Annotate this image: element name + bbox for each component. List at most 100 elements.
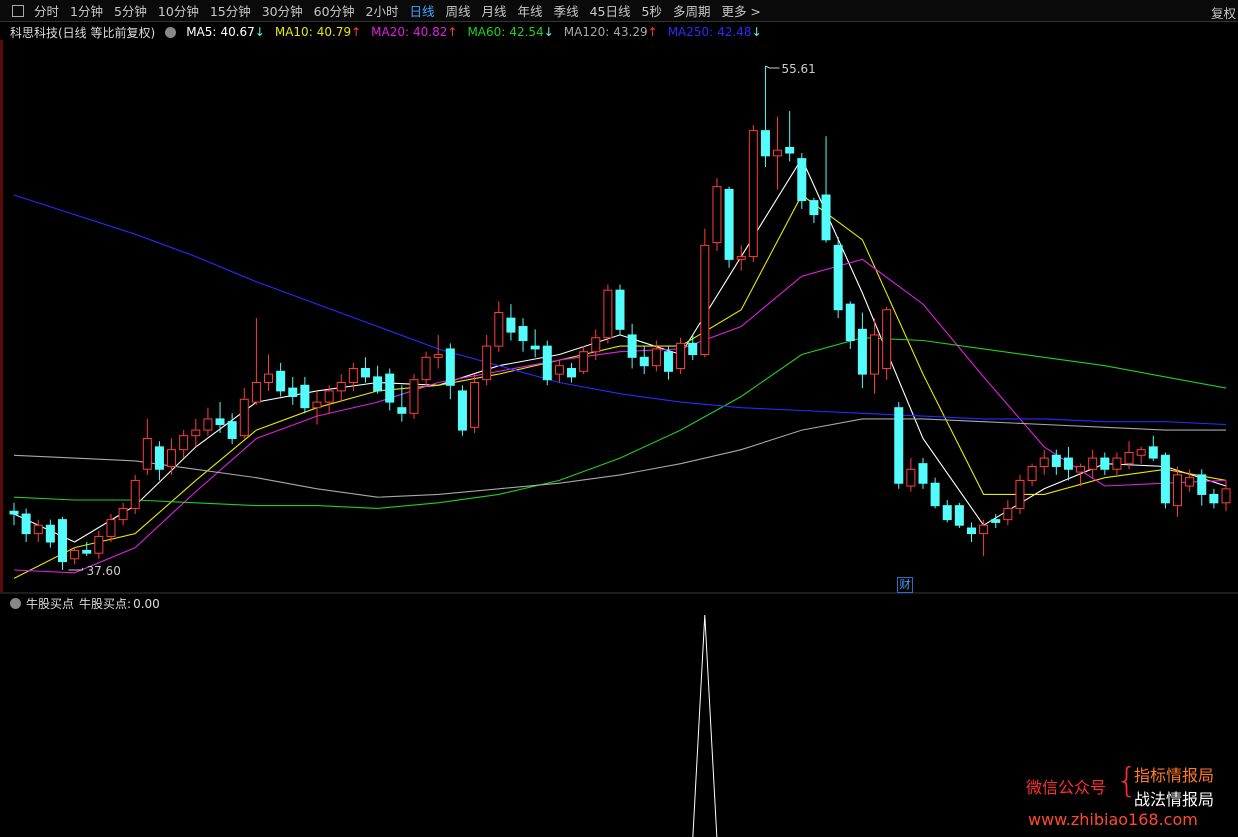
candle-body [1197,474,1207,495]
candle-body [554,365,564,375]
candle-body [894,407,904,484]
period-tab[interactable]: 5秒 [641,4,662,19]
candle-body [300,384,310,409]
candle-body [809,200,819,216]
candle-body [676,342,686,370]
period-tab[interactable]: 15分钟 [209,4,251,19]
candle-body [251,382,261,403]
candle-body [736,256,746,260]
candle-body [1063,457,1073,470]
indicator-label: 牛股买点: [79,597,132,611]
candle-body [700,244,710,356]
legend-name: MA120: [563,25,610,39]
period-tab[interactable]: 日线 [409,4,435,19]
candle-body [966,527,976,535]
event-marker[interactable]: 财 [897,577,913,593]
indicator-name: 牛股买点 [26,597,75,611]
period-tab[interactable]: 10分钟 [157,4,199,19]
candle-body [918,463,928,484]
ma-line [13,194,1227,426]
period-tab[interactable]: 月线 [481,4,507,19]
ma-line [13,418,1226,498]
candle-body [324,390,334,403]
period-tab[interactable]: 更多 > [721,4,761,19]
period-tab[interactable]: 45日线 [589,4,631,19]
candle-body [348,368,358,384]
candle-body [9,510,19,515]
candle-body [1124,451,1134,465]
candle-body [1088,457,1098,470]
low-pointer [68,568,83,571]
legend-value: 42.54 [509,25,544,39]
watermark-lead: 微信公众号 [1026,778,1107,797]
layout-icon[interactable] [12,4,24,17]
candle-body [360,368,370,378]
candle-body [882,309,892,370]
candle-body [118,507,128,521]
candle-body [445,348,455,386]
candle-body [215,418,225,425]
legend-name: MA60: [467,25,506,39]
candle-body [1112,457,1122,470]
candle-body [409,379,419,414]
candle-body [688,342,698,356]
candle-body [579,351,589,372]
candle-body [385,373,395,403]
candle-body [45,524,55,543]
candle-body [1076,465,1086,473]
candle-body [470,382,480,428]
legend-value: 40.82 [413,25,448,39]
candle-body [748,130,758,258]
candle-body [239,398,249,437]
period-tab[interactable]: 周线 [445,4,471,19]
watermark-url: www.zhibiao168.com [1028,810,1198,829]
candle-body [276,370,286,392]
period-tab[interactable]: 60分钟 [313,4,355,19]
candle-body [567,368,577,378]
period-tab[interactable]: 5分钟 [113,4,147,19]
candle-body [724,188,734,260]
candle-body [1136,449,1146,456]
candle-body [615,289,625,330]
candle-body [191,429,201,437]
candle-body [663,351,673,372]
legend-arrow: ↓ [543,25,554,39]
settings-icon[interactable] [10,598,21,609]
candle-body [312,401,322,409]
candle-body [397,407,407,414]
adjust-button[interactable]: 复权 [1210,6,1236,21]
candle-body [21,513,31,535]
candle-body [506,317,516,333]
candle-body [991,519,1001,523]
period-tab[interactable]: 分时 [34,4,60,19]
candle-body [1039,457,1049,467]
candle-body [167,449,177,467]
candle-body [421,356,431,381]
period-tab[interactable]: 多周期 [672,4,711,19]
candle-body [712,186,722,244]
legend-name: MA5: [186,25,217,39]
candle-body [494,312,504,347]
indicator-value: 0.00 [133,596,160,611]
watermark-line: 战法情报局 [1134,790,1215,809]
period-tab[interactable]: 2小时 [365,4,399,19]
candle-body [797,158,807,202]
period-tab[interactable]: 30分钟 [261,4,303,19]
period-tab[interactable]: 年线 [517,4,543,19]
candle-body [773,149,783,157]
candle-body [1185,477,1195,487]
candles [9,66,1231,570]
period-tab[interactable]: 1分钟 [70,4,103,19]
moving-averages [13,157,1227,579]
candle-body [651,348,661,367]
candle-body [760,130,770,157]
candle-body [336,382,346,392]
legend-arrow: ↑ [351,25,362,39]
candle-body [264,373,274,384]
candle-body [227,421,237,439]
settings-icon[interactable] [165,26,177,38]
period-tab[interactable]: 季线 [553,4,579,19]
candle-body [94,535,104,554]
legend-arrow: ↓ [254,25,265,39]
candle-body [373,376,383,392]
